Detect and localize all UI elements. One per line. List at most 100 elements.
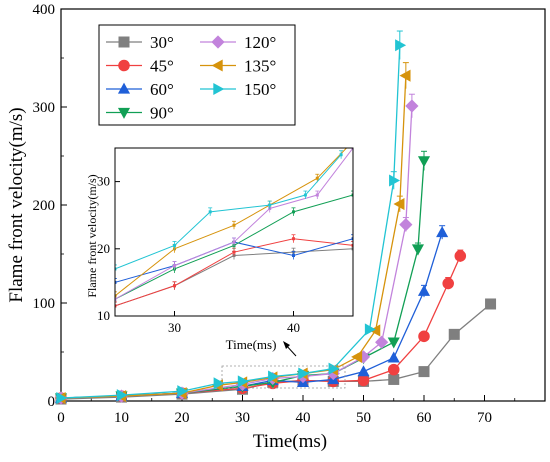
y-tick-label: 200 bbox=[33, 198, 56, 214]
data-point bbox=[351, 350, 363, 363]
inset-series-150deg bbox=[115, 150, 344, 273]
x-tick-label: 50 bbox=[356, 410, 371, 426]
inset-data-point bbox=[268, 203, 272, 207]
inset-data-point bbox=[292, 210, 295, 214]
main-y-axis: 0 100 200 300 400 bbox=[33, 2, 67, 410]
data-point bbox=[364, 323, 376, 336]
legend-marker bbox=[213, 82, 225, 96]
x-tick-label: 20 bbox=[175, 410, 190, 426]
data-point bbox=[387, 351, 400, 363]
legend-label: 60° bbox=[150, 80, 174, 99]
x-tick-label: 10 bbox=[114, 410, 129, 426]
data-point bbox=[369, 324, 381, 337]
inset-data-point bbox=[351, 243, 353, 247]
data-point bbox=[411, 244, 424, 256]
inset-data-point bbox=[115, 280, 117, 284]
legend-marker bbox=[118, 59, 130, 72]
inset-series-120deg bbox=[115, 148, 353, 304]
data-point bbox=[454, 250, 467, 262]
data-point bbox=[298, 367, 310, 380]
legend-label: 150° bbox=[244, 80, 276, 99]
legend-label: 135° bbox=[244, 57, 276, 76]
data-point bbox=[357, 374, 370, 387]
inset-y-tick-label: 20 bbox=[97, 241, 110, 256]
data-point bbox=[418, 330, 430, 343]
legend-marker bbox=[211, 59, 223, 72]
data-point bbox=[393, 197, 405, 211]
data-point bbox=[387, 363, 400, 376]
legend-label: 30° bbox=[150, 33, 174, 52]
x-tick-label: 40 bbox=[296, 410, 311, 426]
legend-label: 45° bbox=[150, 57, 174, 76]
legend-marker bbox=[211, 35, 225, 49]
data-point bbox=[268, 370, 280, 383]
legend-marker bbox=[118, 36, 130, 48]
legend-label: 120° bbox=[244, 33, 276, 52]
legend: 30° 45° 60° 90° 120° 135° 150° bbox=[98, 24, 296, 126]
zoom-arrow-head bbox=[283, 341, 290, 349]
inset-data-point bbox=[173, 284, 176, 288]
inset-data-point bbox=[292, 237, 295, 241]
data-point bbox=[399, 69, 411, 82]
inset-data-point bbox=[232, 223, 236, 227]
inset-data-point bbox=[115, 297, 117, 301]
inset-data-point bbox=[351, 237, 353, 241]
inset-data-point bbox=[208, 210, 212, 214]
data-point bbox=[388, 373, 400, 385]
x-tick-label: 70 bbox=[477, 410, 492, 426]
inset-data-point bbox=[232, 240, 236, 244]
inset-data-point bbox=[351, 193, 353, 197]
inset-series-line bbox=[115, 154, 342, 270]
data-point bbox=[442, 277, 454, 290]
inset-data-point bbox=[173, 243, 176, 247]
inset-background bbox=[115, 148, 353, 316]
inset-data-point bbox=[173, 264, 176, 268]
data-point bbox=[399, 218, 413, 232]
y-tick-label: 400 bbox=[33, 2, 56, 18]
inset-data-point bbox=[115, 304, 117, 308]
data-point bbox=[395, 39, 407, 52]
main-y-axis-label: Flame front velocity(m/s) bbox=[6, 107, 27, 302]
data-point bbox=[436, 226, 449, 238]
inset-series-45deg bbox=[115, 234, 353, 310]
series-150deg bbox=[56, 30, 407, 405]
data-point bbox=[56, 392, 68, 405]
inset-y-axis-label: Flame front velocity(m/s) bbox=[85, 174, 99, 297]
data-point bbox=[237, 375, 249, 388]
inset-chart: 30 40 10 20 30 bbox=[97, 148, 353, 335]
inset-y-tick-label: 30 bbox=[97, 174, 110, 189]
x-tick-label: 30 bbox=[235, 410, 250, 426]
inset-data-point bbox=[339, 153, 343, 157]
legend-marker bbox=[117, 82, 131, 94]
inset-data-point bbox=[115, 267, 117, 271]
main-x-axis: 0 10 20 30 40 50 60 70 bbox=[57, 395, 516, 426]
data-point bbox=[485, 298, 497, 310]
inset-data-point bbox=[292, 254, 295, 258]
inset-x-tick-label: 30 bbox=[168, 320, 181, 335]
legend-label: 90° bbox=[150, 104, 174, 123]
data-point bbox=[213, 377, 225, 390]
inset-data-point bbox=[351, 247, 353, 251]
x-tick-label: 0 bbox=[57, 410, 65, 426]
inset-plot-frame bbox=[114, 147, 354, 317]
inset-data-point bbox=[303, 193, 307, 197]
inset-data-point bbox=[315, 193, 319, 197]
data-point bbox=[417, 284, 431, 296]
inset-data-point bbox=[351, 148, 353, 150]
inset-data-point bbox=[315, 176, 319, 180]
inset-data-point bbox=[232, 250, 236, 254]
zoom-region-box bbox=[221, 365, 346, 389]
data-point bbox=[357, 365, 370, 377]
data-point bbox=[417, 156, 431, 168]
data-point bbox=[405, 99, 419, 113]
data-point bbox=[116, 389, 128, 402]
data-point bbox=[448, 328, 460, 340]
inset-x-axis-label: Time(ms) bbox=[226, 337, 277, 352]
data-point bbox=[389, 174, 401, 187]
inset-series-135deg bbox=[115, 148, 348, 300]
inset-x-tick-label: 40 bbox=[287, 320, 300, 335]
y-tick-label: 100 bbox=[33, 296, 56, 312]
data-point bbox=[387, 337, 400, 349]
